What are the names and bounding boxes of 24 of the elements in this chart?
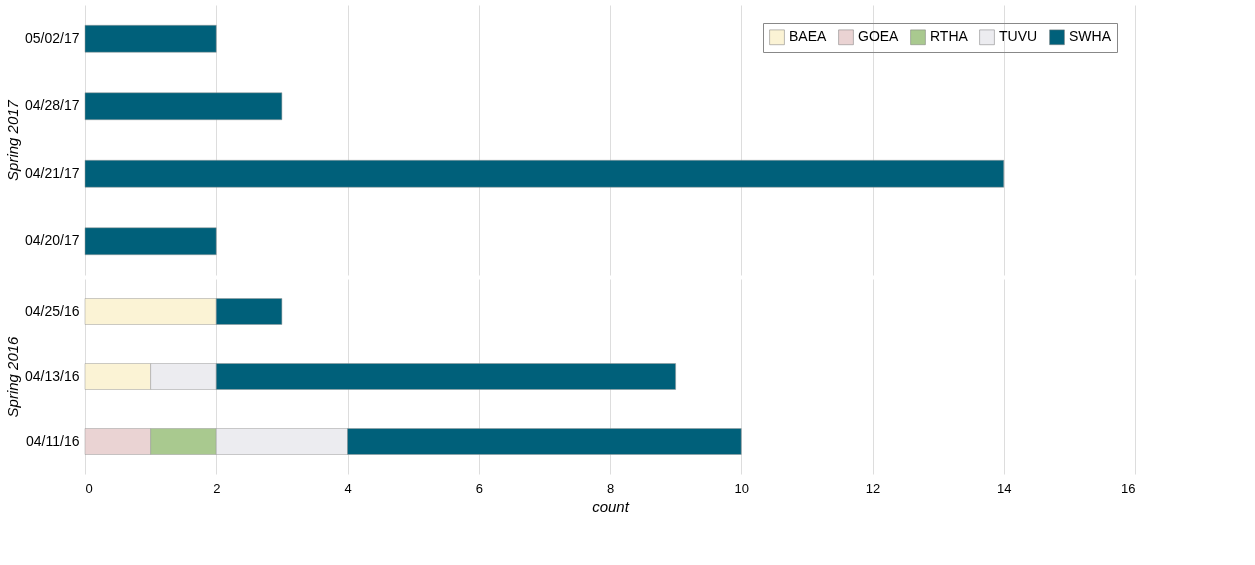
x-tick-label: 6 (475, 480, 483, 496)
x-tick-label: 10 (734, 480, 749, 496)
x-tick-label: 0 (85, 480, 93, 496)
legend-label: RTHA (930, 28, 969, 45)
y-tick-label: 04/13/16 (25, 367, 80, 384)
legend-label: TUVU (999, 28, 1038, 45)
x-tick-label: 4 (344, 480, 352, 496)
x-tick-label: 8 (606, 480, 615, 496)
y-tick-label: 04/21/17 (25, 164, 80, 181)
x-tick-label: 2 (213, 480, 221, 496)
x-axis-title: count (592, 497, 630, 515)
legend-label: SWHA (1069, 28, 1112, 45)
x-tick-label: 14 (997, 480, 1012, 496)
x-tick-label: 16 (1121, 480, 1136, 496)
x-tick-label: 12 (865, 480, 881, 496)
y-axis-title: Spring 2016 (4, 335, 21, 418)
y-tick-label: 04/11/16 (26, 432, 80, 449)
y-tick-label: 04/20/17 (25, 232, 80, 249)
y-tick-label: 04/28/17 (25, 97, 80, 114)
y-tick-label: 04/25/16 (25, 302, 80, 319)
legend-label: GOEA (858, 28, 900, 45)
legend-label: BAEA (789, 28, 828, 45)
y-axis-title: Spring 2017 (4, 99, 21, 181)
y-tick-label: 05/02/17 (25, 29, 80, 46)
